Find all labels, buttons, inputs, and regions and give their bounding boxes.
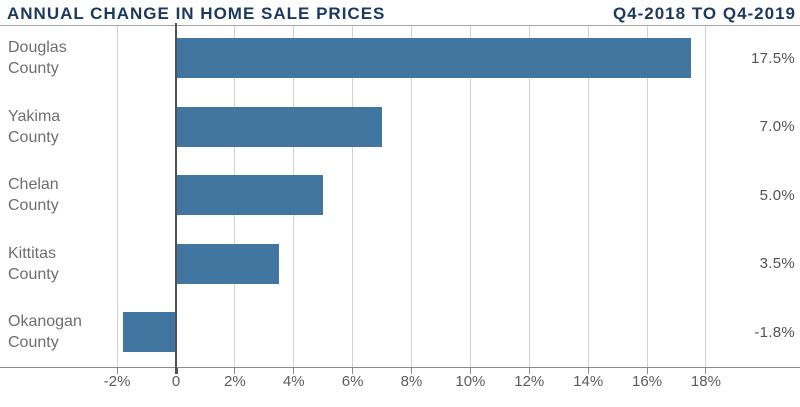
chart-title: ANNUAL CHANGE IN HOME SALE PRICES	[7, 4, 386, 23]
x-tick-label--2pct: -2%	[103, 373, 131, 390]
gridline-10pct	[469, 26, 471, 367]
value-label-chelan-county: 5.0%	[759, 186, 795, 204]
category-label-douglas-county: Douglas County	[8, 39, 67, 77]
x-tick-label-8pct: 8%	[400, 373, 423, 390]
bar-chelan-county	[176, 175, 324, 215]
value-label-okanogan-county: -1.8%	[754, 323, 795, 341]
gridline-8pct	[411, 26, 413, 367]
axis-tick-6pct	[352, 368, 354, 374]
axis-tick-8pct	[411, 368, 413, 374]
x-tick-label-18pct: 18%	[690, 373, 721, 390]
plot-top-border	[0, 25, 800, 26]
category-label-chelan-county: Chelan County	[8, 176, 59, 214]
x-tick-label-10pct: 10%	[455, 373, 486, 390]
x-axis-line	[0, 367, 800, 368]
chart-subtitle: Q4-2018 TO Q4-2019	[612, 4, 796, 23]
gridline-16pct	[646, 26, 648, 367]
gridline-6pct	[352, 26, 354, 367]
value-label-yakima-county: 7.0%	[759, 118, 795, 135]
x-tick-label-2pct: 2%	[224, 373, 246, 390]
category-label-yakima-county: Yakima County	[8, 107, 61, 146]
bar-okanogan-county	[123, 312, 176, 352]
gridline--2pct	[116, 26, 118, 367]
value-label-douglas-county: 17.5%	[750, 49, 795, 67]
gridline-12pct	[528, 26, 530, 367]
x-tick-label-6pct: 6%	[341, 373, 364, 390]
axis-tick-4pct	[293, 368, 295, 374]
x-tick-label-0pct: 0	[171, 373, 181, 390]
x-tick-label-14pct: 14%	[573, 373, 604, 390]
axis-tick-18pct	[705, 368, 707, 374]
axis-tick-10pct	[469, 368, 471, 374]
bar-douglas-county	[176, 38, 692, 78]
x-tick-label-16pct: 16%	[632, 373, 663, 390]
gridline-18pct	[705, 26, 707, 367]
x-tick-label-12pct: 12%	[514, 373, 545, 390]
x-tick-label-4pct: 4%	[282, 373, 305, 390]
value-label-kittitas-county: 3.5%	[759, 255, 795, 272]
axis-tick-16pct	[646, 368, 648, 374]
axis-tick-14pct	[587, 368, 589, 374]
bar-yakima-county	[176, 106, 383, 147]
category-label-kittitas-county: Kittitas County	[8, 244, 59, 283]
category-label-okanogan-county: Okanogan County	[8, 313, 82, 351]
axis-tick-12pct	[528, 368, 530, 374]
bar-kittitas-county	[176, 243, 280, 284]
axis-tick-2pct	[234, 368, 236, 374]
zero-baseline	[175, 23, 177, 374]
gridline-14pct	[587, 26, 589, 367]
axis-tick--2pct	[116, 368, 118, 374]
